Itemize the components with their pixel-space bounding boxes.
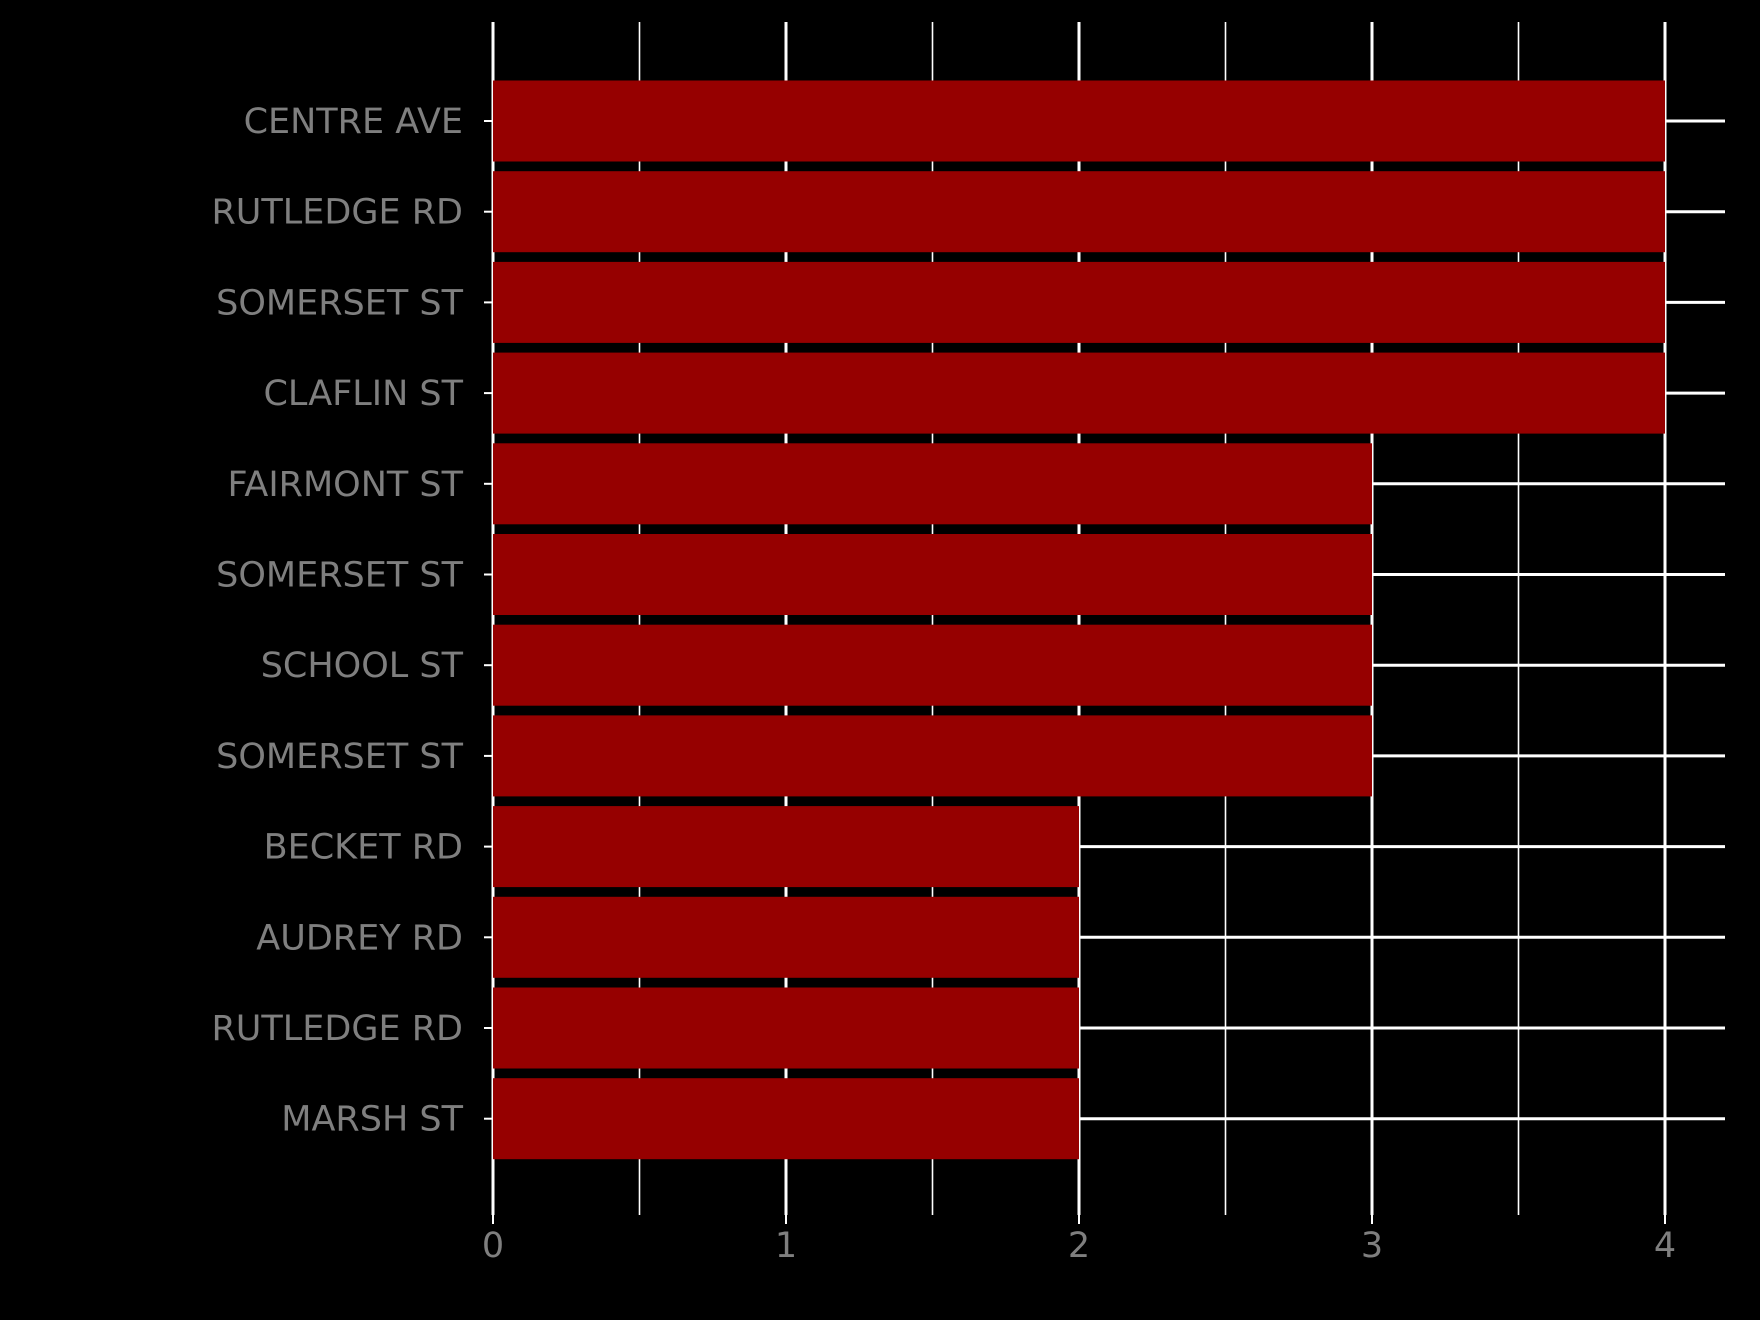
bar [493,443,1372,525]
x-tick-label: 2 [1068,1226,1090,1266]
x-axis-ticks: 0 1 2 3 4 [482,1215,1676,1266]
bar [493,261,1665,343]
bar [493,624,1372,706]
y-tick-label: BECKET RD [264,828,463,868]
bar [493,806,1079,888]
y-tick-label: FAIRMONT ST [227,465,463,505]
x-tick-label: 3 [1361,1226,1383,1266]
y-tick-label: AUDREY RD [256,918,463,958]
y-tick-label: SOMERSET ST [216,283,463,323]
x-tick-label: 4 [1654,1226,1676,1266]
x-tick-label: 1 [775,1226,797,1266]
y-tick-label: CLAFLIN ST [263,374,463,414]
y-tick-label: RUTLEDGE RD [211,193,463,233]
bar [493,987,1079,1069]
y-tick-label: RUTLEDGE RD [211,1009,463,1049]
bar [493,352,1665,434]
bar [493,1078,1079,1160]
y-tick-label: SOMERSET ST [216,737,463,777]
y-tick-label: SCHOOL ST [261,646,464,686]
bar [493,171,1665,253]
bar [493,80,1665,162]
bars [493,80,1665,1160]
y-tick-label: SOMERSET ST [216,556,463,596]
bar [493,896,1079,978]
y-tick-label: MARSH ST [281,1100,463,1140]
x-tick-label: 0 [482,1226,504,1266]
bar [493,715,1372,797]
y-tick-label: CENTRE AVE [244,102,463,142]
bar [493,534,1372,615]
y-axis-ticks: CENTRE AVE RUTLEDGE RD SOMERSET ST CLAFLIN … [211,102,493,1140]
